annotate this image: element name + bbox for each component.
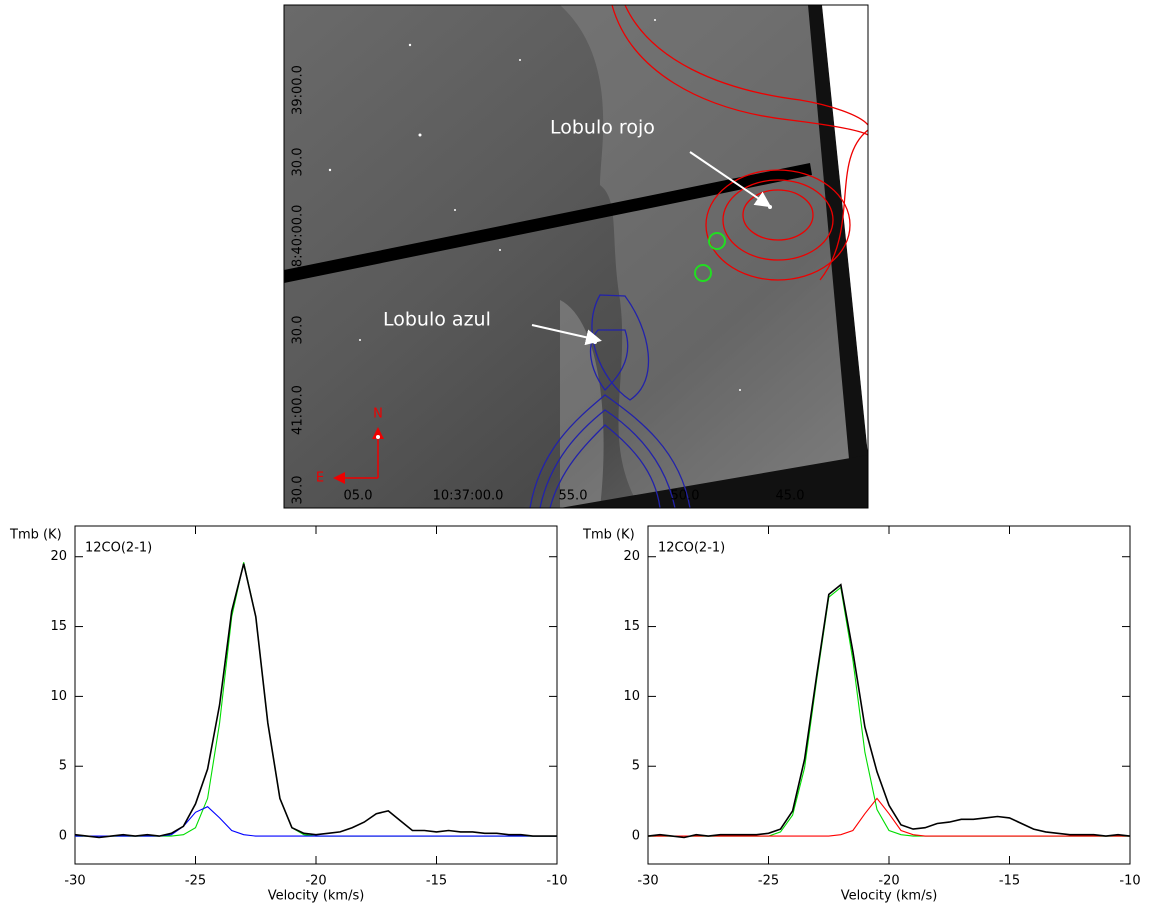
x-tick-label: -30: [64, 874, 85, 889]
y-tick-label: 5: [632, 759, 640, 774]
spectrum-line: [648, 586, 1130, 837]
spectrum-line: [74, 563, 557, 839]
x-axis-label: Velocity (km/s): [841, 889, 938, 904]
image-y-label: 30.0: [291, 316, 306, 345]
x-tick-label: -15: [999, 874, 1020, 889]
x-tick-label: -10: [1119, 874, 1140, 889]
y-axis-label: Tmb (K): [9, 528, 62, 543]
image-x-label: 05.0: [344, 489, 373, 504]
annotation: 12CO(2-1): [85, 541, 152, 556]
x-tick-label: -15: [426, 874, 447, 889]
y-tick-label: 5: [59, 759, 67, 774]
image-y-label: 30.0: [291, 148, 306, 177]
plot-frame: [74, 525, 558, 865]
spectrum-line: [648, 797, 1130, 837]
image-x-label: 55.0: [559, 489, 588, 504]
x-tick-label: -30: [637, 874, 658, 889]
image-y-label: 30.0: [291, 476, 306, 505]
annotation: Lobulo azul: [383, 309, 491, 331]
image-y-label: 58:40:00.0: [291, 205, 306, 276]
stars: [328, 19, 772, 439]
x-tick-label: -25: [185, 874, 206, 889]
image-frame: [283, 4, 869, 509]
y-tick-label: 10: [50, 689, 67, 704]
x-tick-label: -20: [878, 874, 899, 889]
y-axis-label: Tmb (K): [582, 528, 635, 543]
compass-label: E: [316, 471, 324, 486]
x-tick-label: -10: [546, 874, 567, 889]
image-x-label: 10:37:00.0: [433, 489, 504, 504]
y-tick-label: 15: [623, 619, 640, 634]
annotation: 12CO(2-1): [658, 541, 725, 556]
compass-label: N: [373, 407, 383, 422]
spectrum-line: [75, 806, 557, 837]
spectrum-line: [647, 583, 1131, 839]
spectrum-line: [75, 562, 557, 837]
y-tick-label: 15: [50, 619, 67, 634]
y-tick-label: 0: [632, 829, 640, 844]
annotation: Lobulo rojo: [550, 117, 655, 139]
x-axis-label: Velocity (km/s): [268, 889, 365, 904]
x-tick-label: -25: [758, 874, 779, 889]
image-x-label: 45.0: [776, 489, 805, 504]
image-y-label: 39:00.0: [291, 65, 306, 115]
image-y-label: 41:00.0: [291, 385, 306, 435]
y-tick-label: 20: [50, 549, 67, 564]
y-tick-label: 10: [623, 689, 640, 704]
y-tick-label: 0: [59, 829, 67, 844]
y-tick-label: 20: [623, 549, 640, 564]
sky-image: [284, 5, 868, 508]
x-tick-label: -20: [305, 874, 326, 889]
image-x-label: 50.0: [671, 489, 700, 504]
